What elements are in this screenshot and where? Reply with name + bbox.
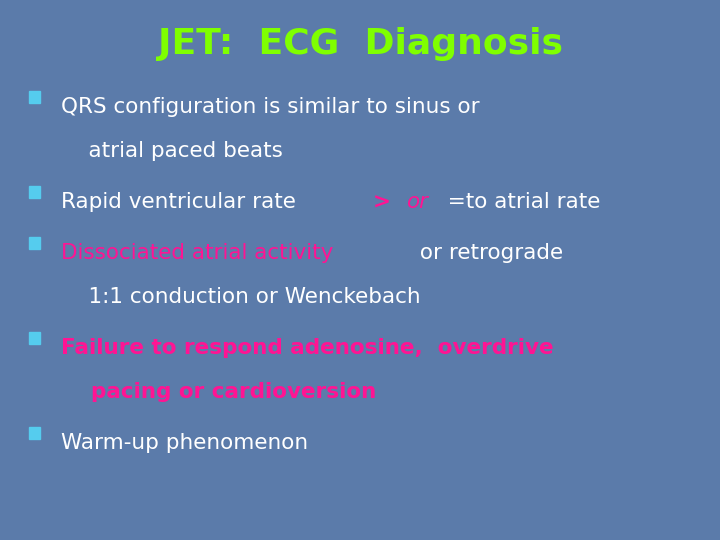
Text: >: > <box>373 192 399 212</box>
Text: =to atrial rate: =to atrial rate <box>434 192 600 212</box>
Bar <box>29 427 40 439</box>
Bar <box>29 91 40 103</box>
Text: or: or <box>406 192 428 212</box>
Bar <box>29 237 40 249</box>
Text: Dissociated atrial activity: Dissociated atrial activity <box>61 243 333 263</box>
Text: 1:1 conduction or Wenckebach: 1:1 conduction or Wenckebach <box>61 287 420 307</box>
Text: Rapid ventricular rate: Rapid ventricular rate <box>61 192 303 212</box>
Bar <box>29 186 40 198</box>
Bar <box>29 332 40 344</box>
Text: JET:  ECG  Diagnosis: JET: ECG Diagnosis <box>158 27 562 61</box>
Text: or retrograde: or retrograde <box>413 243 563 263</box>
Text: Warm-up phenomenon: Warm-up phenomenon <box>61 433 308 453</box>
Text: pacing or cardioversion: pacing or cardioversion <box>61 382 377 402</box>
Text: atrial paced beats: atrial paced beats <box>61 141 283 161</box>
Text: QRS configuration is similar to sinus or: QRS configuration is similar to sinus or <box>61 97 480 117</box>
Text: Failure to respond adenosine,  overdrive: Failure to respond adenosine, overdrive <box>61 338 554 358</box>
